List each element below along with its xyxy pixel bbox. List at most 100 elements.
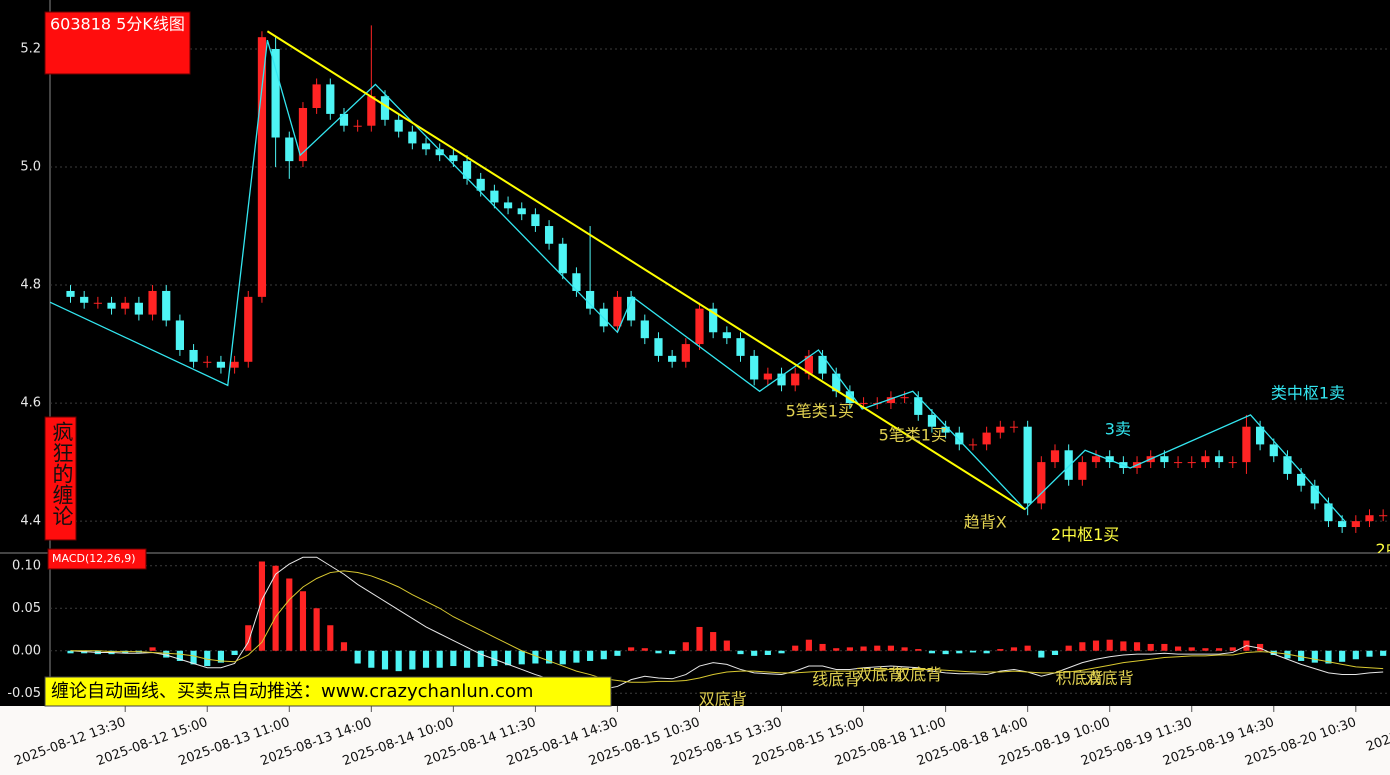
y-tick-label: 5.0 (20, 160, 41, 175)
candle-body (1023, 426, 1032, 504)
macd-bar (258, 561, 266, 651)
banner-bg (44, 676, 612, 707)
candle-body (1173, 462, 1183, 464)
candle-body (818, 355, 827, 374)
candle-body (1256, 426, 1265, 445)
macd-bar (983, 650, 990, 654)
macd-bar (204, 650, 211, 667)
macd-bar (149, 647, 156, 651)
annotation: 类中枢1卖 (1271, 384, 1345, 403)
candle-body (1338, 521, 1347, 528)
macd-title: MACD(12,26,9) (52, 552, 136, 565)
x-axis-strip (0, 706, 1390, 775)
macd-bar (751, 650, 758, 656)
macd-bar (354, 650, 361, 664)
macd-bar (1202, 648, 1209, 651)
candle-body (1214, 456, 1224, 463)
candle-body (531, 214, 540, 227)
candle-body (107, 302, 116, 309)
annotation: 双底背 (894, 665, 942, 684)
macd-bar (1051, 650, 1059, 655)
candle-body (66, 290, 75, 297)
macd-bar (710, 632, 717, 651)
macd-bar (1216, 648, 1223, 651)
candle-body (845, 391, 854, 404)
candle-body (722, 332, 731, 339)
macd-bar (463, 650, 471, 668)
macd-bar (956, 650, 963, 654)
macd-bar (860, 646, 867, 651)
candle-body (1160, 456, 1169, 463)
candle-body (326, 84, 335, 114)
candle-body (244, 296, 253, 362)
candle-body (695, 308, 704, 345)
candle-body (203, 361, 212, 363)
candle-body (1379, 515, 1388, 517)
macd-bar (176, 650, 183, 661)
macd-bar (368, 650, 375, 668)
candle-body (421, 143, 431, 150)
candle-body (572, 273, 581, 291)
candle-body (1050, 450, 1060, 463)
badge-bg (44, 416, 77, 541)
macd-bar (518, 650, 525, 665)
candle-body (982, 432, 991, 445)
macd-bar (327, 625, 334, 651)
candle-body (1037, 462, 1046, 504)
macd-bar (819, 643, 826, 651)
macd-bar (245, 625, 252, 651)
candle-body (339, 113, 349, 126)
candle-body (763, 373, 772, 380)
candle-body (517, 208, 526, 215)
candle-body (285, 137, 294, 162)
macd-bar (1079, 642, 1086, 651)
annotation: 积底背 (1056, 668, 1104, 687)
candle-body (791, 373, 800, 386)
trend-line (266, 30, 1026, 511)
candle-body (955, 432, 964, 445)
macd-bar (1380, 650, 1387, 656)
annotation: 双底背 (1086, 668, 1134, 687)
annotation: 双底背 (699, 690, 747, 709)
annotation: 2中 (1376, 540, 1390, 559)
macd-bar (1024, 645, 1031, 651)
title-box: 603818 5分K线图 (44, 11, 191, 75)
macd-bar (532, 650, 539, 664)
candle-body (750, 355, 759, 380)
macd-bar (559, 650, 566, 665)
candle-body (380, 96, 390, 120)
candle-body (148, 290, 157, 315)
macd-bar (1038, 650, 1045, 658)
macd-line (70, 556, 1384, 690)
candle-body (257, 37, 267, 297)
macd-bar (395, 650, 402, 672)
macd-bar (573, 650, 580, 663)
candle-body (586, 290, 595, 309)
title-bg (44, 11, 191, 75)
macd-bar (901, 647, 908, 651)
candle-body (968, 444, 978, 446)
macd-bar (655, 650, 662, 654)
macd-bar (217, 650, 224, 663)
candle-body (1324, 503, 1333, 522)
banner-box: 缠论自动画线、买卖点自动推送：www.crazychanlun.com (44, 676, 612, 707)
candle-body (1297, 473, 1306, 486)
macd-bar (997, 649, 1004, 651)
candle-body (490, 190, 499, 203)
candle-body (681, 344, 690, 362)
macd-bar (299, 591, 307, 651)
macd-label-bg (47, 548, 147, 570)
macd-bar (805, 639, 812, 651)
macd-bar (792, 645, 799, 651)
macd-bar (737, 650, 744, 655)
macd-bar (723, 640, 730, 651)
macd-bar (696, 626, 703, 651)
macd-bar (1325, 650, 1332, 664)
macd-bar (874, 645, 881, 651)
candle-body (503, 202, 513, 209)
annotation: 线底背 (812, 670, 860, 689)
y-tick-label: 5.2 (20, 41, 41, 56)
y-tick-label: -0.05 (7, 686, 41, 701)
macd-bar (1366, 650, 1373, 657)
